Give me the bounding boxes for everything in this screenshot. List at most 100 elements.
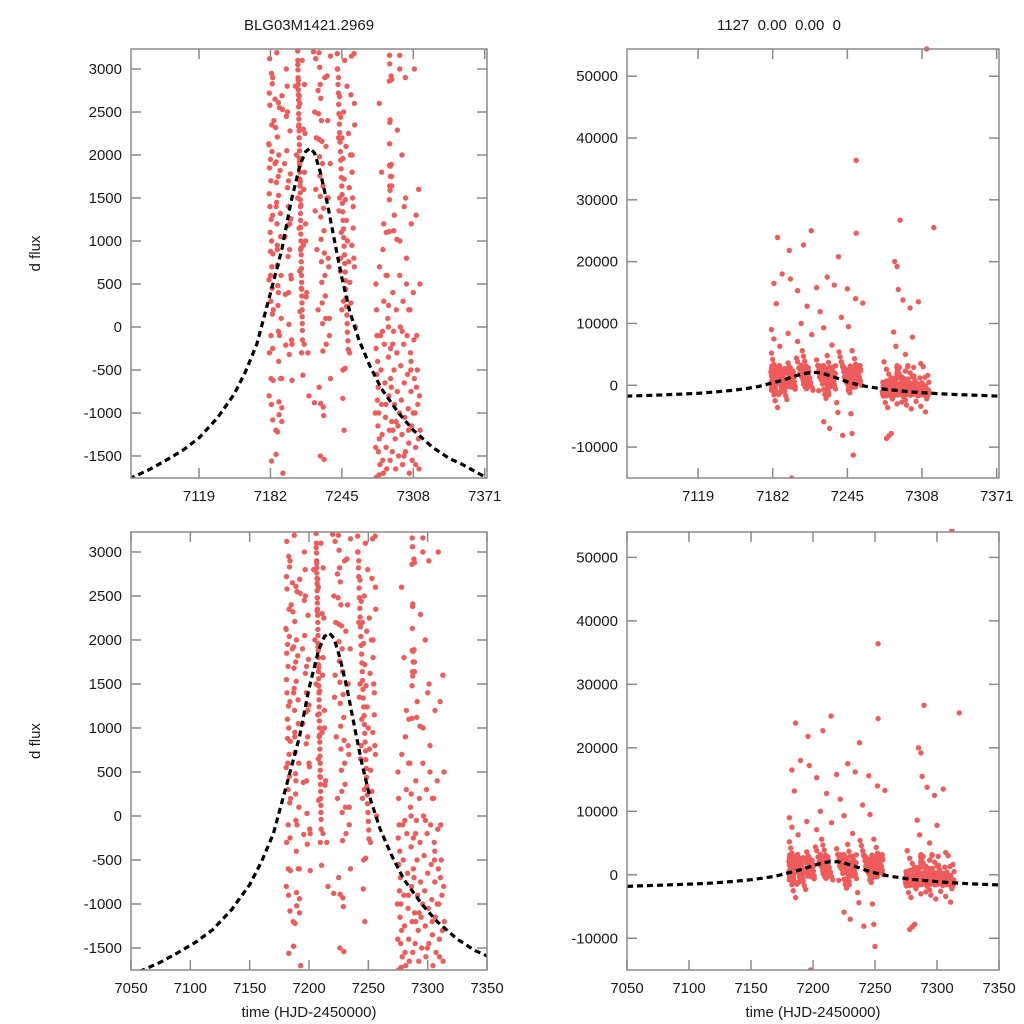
data-point <box>300 372 306 378</box>
data-point <box>358 598 364 604</box>
data-point <box>348 92 354 98</box>
data-point <box>285 760 291 766</box>
data-point <box>315 576 321 582</box>
data-point <box>823 790 830 797</box>
data-point <box>297 179 303 185</box>
data-point <box>390 427 396 433</box>
data-point <box>432 879 438 885</box>
data-point <box>817 808 824 814</box>
data-point <box>920 364 926 370</box>
data-point <box>412 461 419 468</box>
data-point <box>386 197 393 203</box>
data-point <box>274 199 280 205</box>
data-point <box>802 358 808 364</box>
data-point <box>269 122 275 128</box>
data-point <box>819 836 825 842</box>
data-point <box>406 307 412 313</box>
data-point <box>422 888 428 894</box>
data-point <box>338 767 345 773</box>
data-point <box>286 751 292 758</box>
data-point <box>299 314 305 320</box>
data-point <box>436 936 443 942</box>
data-point <box>777 343 783 349</box>
data-point <box>316 734 322 740</box>
x-tick-label: 7200 <box>292 980 325 997</box>
data-point <box>438 857 444 863</box>
data-point <box>813 284 820 291</box>
data-point <box>270 251 276 257</box>
data-point <box>789 824 795 830</box>
data-point <box>814 827 820 833</box>
data-point <box>297 217 304 224</box>
data-point <box>317 788 324 795</box>
data-point <box>908 406 914 412</box>
data-point <box>418 914 424 920</box>
data-point <box>356 558 362 564</box>
data-point <box>404 830 410 837</box>
data-point <box>414 332 420 339</box>
data-point <box>320 654 326 661</box>
data-point <box>370 637 376 643</box>
data-point <box>291 685 297 692</box>
x-tick-label: 7050 <box>610 980 643 997</box>
y-tick-label: -10000 <box>571 439 618 456</box>
data-point <box>408 844 414 850</box>
data-point <box>883 366 890 372</box>
data-point <box>857 837 863 844</box>
data-point <box>403 255 410 261</box>
data-point <box>317 193 323 199</box>
data-point <box>816 388 822 394</box>
plot-frame <box>130 531 488 971</box>
data-point <box>835 851 841 858</box>
data-point <box>317 64 323 71</box>
data-point <box>903 402 910 408</box>
data-point <box>317 767 323 773</box>
data-point <box>333 619 339 626</box>
data-point <box>434 901 440 907</box>
data-point <box>323 143 329 150</box>
data-point <box>413 384 420 390</box>
data-point <box>299 293 305 299</box>
data-point <box>411 337 417 343</box>
data-point <box>910 872 916 878</box>
data-point <box>866 773 872 779</box>
data-point <box>319 729 325 736</box>
data-point <box>415 927 421 934</box>
data-point <box>768 350 775 356</box>
data-point <box>384 466 390 472</box>
data-point <box>315 584 322 590</box>
title-left: BLG03M1421.2969 <box>244 17 374 34</box>
data-point <box>369 575 375 582</box>
data-point <box>934 822 940 828</box>
y-axis-label: d flux <box>27 723 44 759</box>
data-point <box>410 289 416 296</box>
data-point <box>291 707 298 714</box>
data-point <box>417 839 423 846</box>
data-point <box>772 398 778 404</box>
data-point <box>398 927 405 934</box>
data-point <box>306 393 312 399</box>
data-point <box>409 603 416 610</box>
data-point <box>424 945 431 951</box>
data-point <box>296 910 303 916</box>
data-point <box>413 778 419 784</box>
data-point <box>832 386 839 392</box>
data-point <box>283 113 289 120</box>
data-point <box>921 702 927 708</box>
data-point <box>340 155 346 162</box>
data-point <box>322 778 329 784</box>
data-point <box>406 470 412 476</box>
data-point <box>377 461 383 468</box>
data-point <box>334 66 340 72</box>
data-point <box>344 83 350 89</box>
data-point <box>403 786 409 793</box>
data-point <box>342 57 348 64</box>
data-point <box>903 883 910 889</box>
data-point <box>299 57 305 64</box>
data-point <box>799 348 805 354</box>
data-point <box>905 364 911 370</box>
data-point <box>284 109 291 115</box>
data-point <box>406 760 412 766</box>
data-point <box>847 390 853 396</box>
